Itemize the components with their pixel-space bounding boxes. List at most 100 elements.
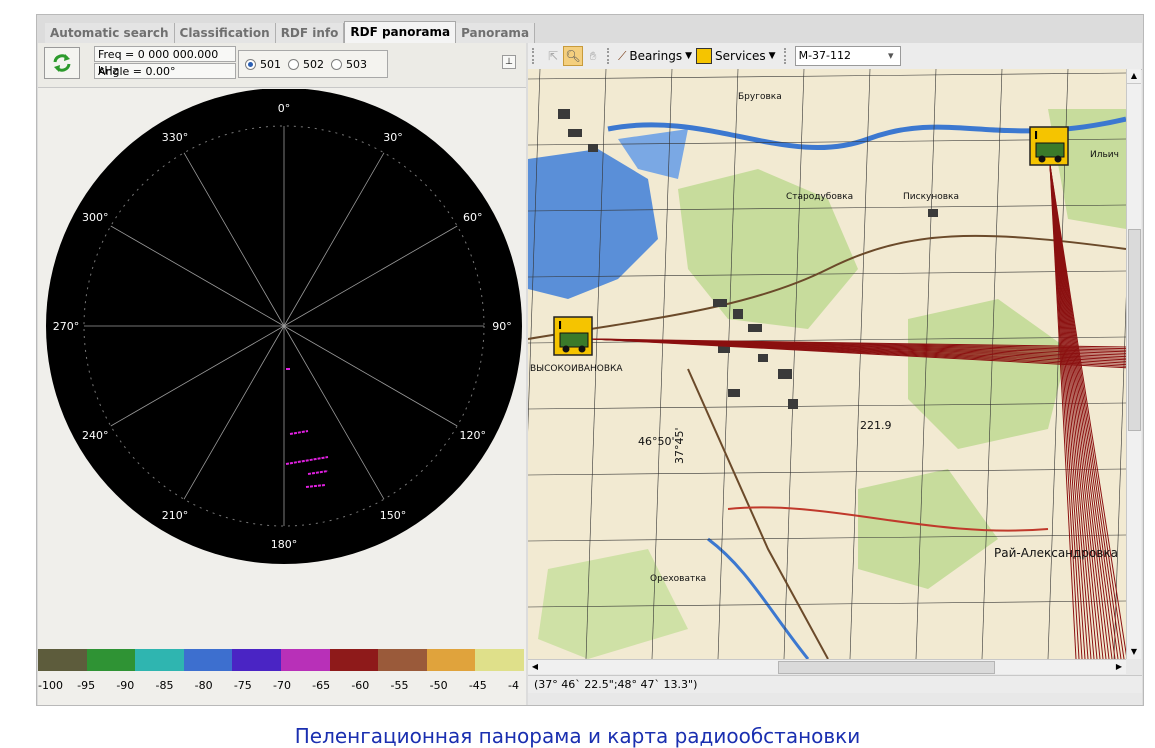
hand-icon: ✋︎ xyxy=(589,48,597,63)
polar-spoke xyxy=(283,325,385,500)
scroll-right-icon[interactable]: ▶ xyxy=(1115,662,1123,671)
radio-selected-icon xyxy=(245,58,256,70)
zoom-tool-button[interactable]: 🔍︎ xyxy=(563,46,583,66)
polar-angle-label: 0° xyxy=(278,102,291,115)
grid-line xyxy=(1113,296,1126,659)
polar-spoke xyxy=(283,152,385,327)
cursor-icon: ⇱ xyxy=(547,49,559,63)
bearing-marks xyxy=(285,368,329,488)
color-scale-band xyxy=(426,649,476,671)
map-coords-status: (37° 46` 22.5";48° 47` 13.3") xyxy=(528,675,1142,693)
grid-line xyxy=(585,69,607,659)
radio-icon xyxy=(288,58,299,70)
color-scale-band xyxy=(135,649,184,671)
town-blocks xyxy=(558,109,938,409)
scroll-left-icon[interactable]: ◀ xyxy=(531,662,539,671)
forest-area xyxy=(908,299,1068,449)
color-scale-tick: -55 xyxy=(390,679,409,692)
color-scale-tick: -65 xyxy=(312,679,331,692)
map-label: Рай-Александровка xyxy=(994,546,1118,560)
grid-line xyxy=(528,468,1126,476)
road xyxy=(528,234,1126,340)
color-scale-band xyxy=(280,649,330,671)
topographic-map[interactable]: I I Бруговка Стародубовка Пискуновка ВЫС… xyxy=(528,69,1126,659)
angle-readout: Angle = 0.00° xyxy=(94,63,236,79)
polar-angle-label: 30° xyxy=(383,131,403,144)
station-label: 502 xyxy=(303,57,324,71)
tab-rdf-panorama[interactable]: RDF panorama xyxy=(344,21,457,43)
services-label: Services xyxy=(715,49,766,63)
scroll-thumb[interactable] xyxy=(1128,229,1141,431)
color-scale-band xyxy=(86,649,136,671)
polar-angle-labels: 0° 30° 60° 90° 120° 150° 180° 210° 240° 270° 300° 3… xyxy=(53,102,512,551)
color-scale-tick: -75 xyxy=(233,679,252,692)
color-scale-tick: -85 xyxy=(155,679,174,692)
map-label: 37°45' xyxy=(673,427,686,464)
reservoir xyxy=(618,129,688,179)
tab-rdf-info[interactable]: RDF info xyxy=(275,23,345,43)
station-radio-502[interactable]: 502 xyxy=(288,58,324,71)
color-scale-tick: -90 xyxy=(116,679,135,692)
scroll-down-icon[interactable]: ▼ xyxy=(1130,647,1138,656)
grid-line xyxy=(528,402,1126,410)
grid-line xyxy=(528,72,1126,80)
pan-tool-button[interactable]: ✋︎ xyxy=(583,46,603,66)
tab-panorama[interactable]: Panorama xyxy=(456,23,536,43)
bearings-menu-button[interactable]: ⟋ Bearings ▼ xyxy=(618,46,692,66)
station-marker-letter: I xyxy=(558,319,562,332)
scroll-thumb[interactable] xyxy=(778,661,995,674)
tab-automatic-search[interactable]: Automatic search xyxy=(45,23,175,43)
grid-line xyxy=(528,204,1126,212)
polar-angle-label: 150° xyxy=(380,509,407,522)
reservoir xyxy=(528,149,658,299)
scroll-up-icon[interactable]: ▲ xyxy=(1127,69,1141,84)
polar-angle-label: 300° xyxy=(82,211,109,224)
station-radio-501[interactable]: 501 xyxy=(245,58,281,71)
grid-line xyxy=(528,336,1126,344)
pointer-tool-button[interactable]: ⇱ xyxy=(543,46,563,66)
vehicle-icon xyxy=(1035,142,1065,158)
polar-angle-label: 180° xyxy=(271,538,298,551)
toolbar-grip xyxy=(783,48,789,64)
color-scale-band xyxy=(232,649,281,671)
services-menu-button[interactable]: Services ▼ xyxy=(696,46,776,66)
map-label: ВЫСОКОИВАНОВКА xyxy=(530,364,623,374)
color-scale-tick: -45 xyxy=(468,679,487,692)
road xyxy=(727,506,1049,532)
dropdown-arrow-icon: ▼ xyxy=(685,51,693,61)
grid-line xyxy=(528,534,1126,542)
grid-line xyxy=(528,600,1126,608)
map-label: Стародубовка xyxy=(786,192,853,202)
color-scale-tick: -100 xyxy=(38,679,63,692)
polar-angle-label: 270° xyxy=(53,320,80,333)
station-radio-group: 501 502 503 xyxy=(238,50,388,78)
color-scale-tick: -4 xyxy=(508,679,519,692)
map-panel: ⇱ 🔍︎ ✋︎ ⟋ Bearings ▼ Services ▼ M-37-112 xyxy=(528,43,1142,705)
vehicle-icon xyxy=(696,48,713,64)
level-color-scale xyxy=(38,649,524,671)
color-scale-band xyxy=(38,649,87,671)
bearing-mark xyxy=(305,484,326,488)
forest-area xyxy=(538,549,688,659)
refresh-button[interactable] xyxy=(44,47,80,79)
grid-line xyxy=(651,69,673,659)
station-marker-west[interactable]: I xyxy=(553,316,593,356)
bearings-icon: ⟋ xyxy=(618,48,627,63)
map-horizontal-scrollbar[interactable]: ◀ ▶ xyxy=(528,659,1126,674)
pin-button[interactable]: ⊥ xyxy=(502,55,516,69)
grid-line xyxy=(849,69,871,659)
polar-spoke xyxy=(183,325,285,500)
app-window: Automatic search Classification RDF info… xyxy=(36,14,1144,706)
station-marker-northeast[interactable]: I xyxy=(1029,126,1069,166)
toolbar-grip xyxy=(532,48,537,64)
polar-spoke xyxy=(110,225,285,327)
bearing-mark xyxy=(289,430,309,435)
level-scale-ticks: -100 -95 -90 -85 -80 -75 -70 -65 -60 -55 -50 -45 -4 xyxy=(38,679,526,695)
map-sheet-select[interactable]: M-37-112 xyxy=(794,46,901,66)
map-label: 46°50' xyxy=(638,435,675,448)
station-radio-503[interactable]: 503 xyxy=(331,58,367,71)
bearings-label: Bearings xyxy=(629,49,683,63)
tab-classification[interactable]: Classification xyxy=(174,23,276,43)
map-vertical-scrollbar[interactable]: ▲ ▼ xyxy=(1126,69,1141,659)
forest-area xyxy=(858,469,998,589)
